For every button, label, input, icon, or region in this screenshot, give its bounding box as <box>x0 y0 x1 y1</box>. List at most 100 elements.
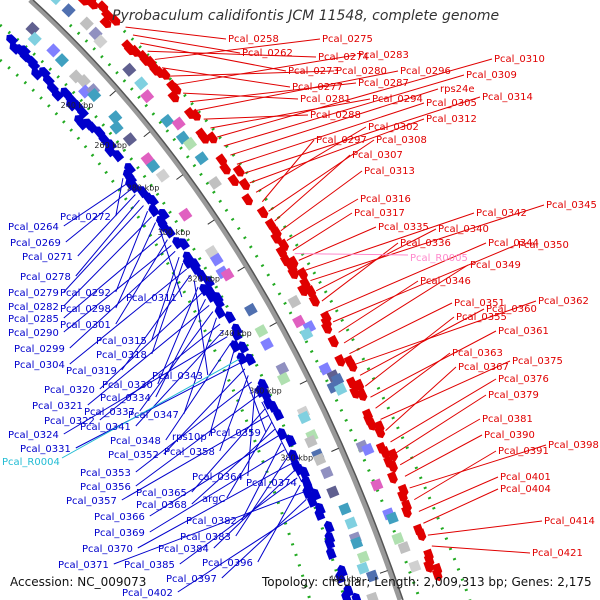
forward-gene-label[interactable]: Pcal_0367 <box>458 362 509 373</box>
rna-gene-label[interactable]: Pcal_R0005 <box>410 253 468 264</box>
reverse-gene-label[interactable]: Pcal_0304 <box>14 360 65 371</box>
forward-gene-label[interactable]: Pcal_0390 <box>484 430 535 441</box>
forward-gene-label[interactable]: Pcal_0262 <box>242 48 293 59</box>
forward-gene-label[interactable]: Pcal_0414 <box>544 516 595 527</box>
forward-gene-label[interactable]: Pcal_0280 <box>336 66 387 77</box>
reverse-gene-label[interactable]: Pcal_0358 <box>164 447 215 458</box>
forward-gene-label[interactable]: Pcal_0273 <box>288 66 339 77</box>
forward-gene-label[interactable]: Pcal_0345 <box>546 200 597 211</box>
reverse-gene-label[interactable]: Pcal_0341 <box>80 422 131 433</box>
forward-gene-label[interactable]: Pcal_0305 <box>426 98 477 109</box>
reverse-gene-label[interactable]: Pcal_0353 <box>80 468 131 479</box>
reverse-gene-label[interactable]: Pcal_0343 <box>152 371 203 382</box>
reverse-gene-label[interactable]: Pcal_0272 <box>60 212 111 223</box>
forward-gene-label[interactable]: Pcal_0336 <box>400 238 451 249</box>
reverse-gene-label[interactable]: Pcal_0269 <box>10 238 61 249</box>
forward-gene-label[interactable]: Pcal_0360 <box>486 304 537 315</box>
forward-gene-label[interactable]: Pcal_0274 <box>318 52 369 63</box>
forward-gene-label[interactable]: Pcal_0355 <box>456 312 507 323</box>
forward-gene-label[interactable]: Pcal_0421 <box>532 548 583 559</box>
forward-gene-label[interactable]: Pcal_0375 <box>512 356 563 367</box>
reverse-gene-label[interactable]: Pcal_0330 <box>102 380 153 391</box>
reverse-gene-label[interactable]: Pcal_0384 <box>158 544 209 555</box>
reverse-gene-label[interactable]: Pcal_0264 <box>8 222 59 233</box>
reverse-gene-label[interactable]: Pcal_0299 <box>14 344 65 355</box>
reverse-gene-label[interactable]: Pcal_0271 <box>22 252 73 263</box>
forward-gene-label[interactable]: Pcal_0379 <box>488 390 539 401</box>
reverse-gene-label[interactable]: Pcal_0334 <box>100 393 151 404</box>
reverse-gene-label[interactable]: Pcal_0347 <box>128 410 179 421</box>
reverse-gene-label[interactable]: Pcal_0331 <box>20 444 71 455</box>
reverse-gene-label[interactable]: Pcal_0383 <box>180 532 231 543</box>
reverse-gene-label[interactable]: Pcal_0301 <box>60 320 111 331</box>
forward-gene-label[interactable]: Pcal_0398 <box>548 440 599 451</box>
forward-gene-label[interactable]: Pcal_0342 <box>476 208 527 219</box>
forward-gene-label[interactable]: Pcal_0302 <box>368 122 419 133</box>
forward-gene-label[interactable]: Pcal_0309 <box>466 70 517 81</box>
forward-gene-label[interactable]: Pcal_0281 <box>300 94 351 105</box>
reverse-gene-label[interactable]: Pcal_0320 <box>44 385 95 396</box>
forward-gene-label[interactable]: Pcal_0381 <box>482 414 533 425</box>
forward-gene-label[interactable]: Pcal_0317 <box>354 208 405 219</box>
forward-gene-label[interactable]: Pcal_0350 <box>518 240 569 251</box>
reverse-gene-label[interactable]: Pcal_0348 <box>110 436 161 447</box>
reverse-gene-label[interactable]: Pcal_0357 <box>66 496 117 507</box>
forward-gene-label[interactable]: Pcal_0283 <box>358 50 409 61</box>
forward-gene-label[interactable]: Pcal_0275 <box>322 34 373 45</box>
reverse-gene-label[interactable]: Pcal_0337 <box>84 407 135 418</box>
forward-gene-label[interactable]: Pcal_0307 <box>352 150 403 161</box>
reverse-gene-label[interactable]: Pcal_0369 <box>94 528 145 539</box>
reverse-gene-label[interactable]: Pcal_0396 <box>202 558 253 569</box>
forward-gene-label[interactable]: Pcal_0312 <box>426 114 477 125</box>
forward-gene-label[interactable]: Pcal_0340 <box>438 224 489 235</box>
forward-gene-label[interactable]: Pcal_0363 <box>452 348 503 359</box>
forward-gene-label[interactable]: Pcal_0288 <box>310 110 361 121</box>
rna-gene-label[interactable]: Pcal_R0004 <box>2 457 60 468</box>
reverse-gene-label[interactable]: Pcal_0318 <box>96 350 147 361</box>
reverse-gene-label[interactable]: Pcal_0371 <box>58 560 109 571</box>
reverse-gene-label[interactable]: Pcal_0311 <box>126 293 177 304</box>
forward-gene-label[interactable]: Pcal_0314 <box>482 92 533 103</box>
reverse-gene-label[interactable]: Pcal_0322 <box>44 416 95 427</box>
reverse-gene-label[interactable]: Pcal_0292 <box>60 288 111 299</box>
reverse-gene-label[interactable]: Pcal_0365 <box>136 488 187 499</box>
forward-gene-label[interactable]: Pcal_0376 <box>498 374 549 385</box>
forward-gene-label[interactable]: Pcal_0258 <box>228 34 279 45</box>
reverse-gene-label[interactable]: Pcal_0298 <box>60 304 111 315</box>
reverse-gene-label[interactable]: argC <box>202 494 225 505</box>
reverse-gene-label[interactable]: Pcal_0319 <box>66 366 117 377</box>
forward-gene-label[interactable]: Pcal_0346 <box>420 276 471 287</box>
forward-gene-label[interactable]: Pcal_0401 <box>500 472 551 483</box>
reverse-gene-label[interactable]: Pcal_0397 <box>166 574 217 585</box>
forward-gene-label[interactable]: Pcal_0297 <box>316 135 367 146</box>
forward-gene-label[interactable]: Pcal_0296 <box>400 66 451 77</box>
forward-gene-label[interactable]: Pcal_0335 <box>378 222 429 233</box>
forward-gene-label[interactable]: Pcal_0294 <box>372 94 423 105</box>
reverse-gene-label[interactable]: Pcal_0385 <box>124 560 175 571</box>
forward-gene-label[interactable]: Pcal_0344 <box>488 238 539 249</box>
forward-gene-label[interactable]: rps24e <box>440 84 475 95</box>
reverse-gene-label[interactable]: Pcal_0368 <box>136 500 187 511</box>
forward-gene-label[interactable]: Pcal_0361 <box>498 326 549 337</box>
forward-gene-label[interactable]: Pcal_0308 <box>376 135 427 146</box>
reverse-gene-label[interactable]: Pcal_0352 <box>108 450 159 461</box>
forward-gene-label[interactable]: Pcal_0316 <box>360 194 411 205</box>
reverse-gene-label[interactable]: Pcal_0285 <box>8 314 59 325</box>
forward-gene-label[interactable]: Pcal_0351 <box>454 298 505 309</box>
reverse-gene-label[interactable]: Pcal_0366 <box>94 512 145 523</box>
reverse-gene-label[interactable]: Pcal_0370 <box>82 544 133 555</box>
reverse-gene-label[interactable]: Pcal_0356 <box>80 482 131 493</box>
reverse-gene-label[interactable]: Pcal_0364 <box>192 472 243 483</box>
reverse-gene-label[interactable]: Pcal_0282 <box>8 302 59 313</box>
reverse-gene-label[interactable]: Pcal_0321 <box>32 401 83 412</box>
forward-gene-label[interactable]: Pcal_0287 <box>358 78 409 89</box>
reverse-gene-label[interactable]: Pcal_0359 <box>210 428 261 439</box>
reverse-gene-label[interactable]: Pcal_0279 <box>8 288 59 299</box>
forward-gene-label[interactable]: Pcal_0362 <box>538 296 589 307</box>
reverse-gene-label[interactable]: rps10p <box>172 432 207 443</box>
reverse-gene-label[interactable]: Pcal_0382 <box>186 516 237 527</box>
reverse-gene-label[interactable]: Pcal_0290 <box>8 328 59 339</box>
forward-gene-label[interactable]: Pcal_0404 <box>500 484 551 495</box>
forward-gene-label[interactable]: Pcal_0310 <box>494 54 545 65</box>
reverse-gene-label[interactable]: Pcal_0278 <box>20 272 71 283</box>
